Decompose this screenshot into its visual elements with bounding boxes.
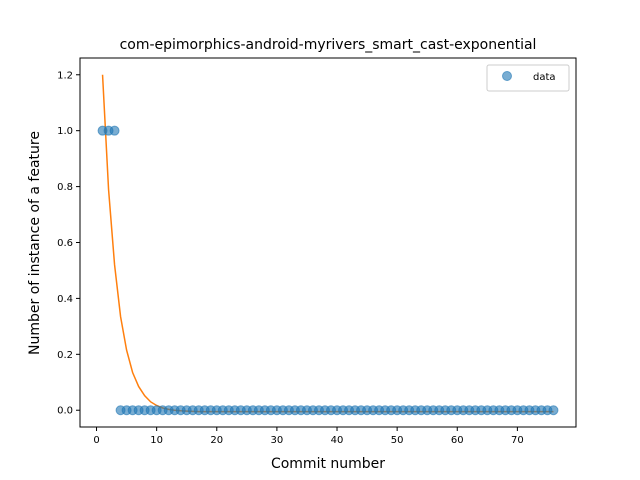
chart-title: com-epimorphics-android-myrivers_smart_c… — [120, 37, 537, 53]
legend-box — [486, 64, 570, 92]
y-tick-label: 0.6 — [57, 238, 73, 249]
y-tick-label: 1.2 — [57, 70, 73, 81]
legend-label-data: data — [533, 72, 556, 83]
x-tick-label: 20 — [210, 435, 223, 446]
x-axis-label: Commit number — [271, 456, 385, 472]
data-points — [97, 125, 559, 416]
y-axis-label: Number of instance of a feature — [27, 131, 43, 355]
y-tick-label: 0.4 — [57, 294, 73, 305]
axis-ticks: 0 10 20 30 40 50 60 70 0.0 0.2 0.4 0.6 0.8 1.0 1.2 — [57, 70, 524, 446]
y-tick-label: 0.0 — [57, 406, 73, 417]
y-tick-label: 1.0 — [57, 126, 73, 137]
plot-frame — [79, 57, 577, 428]
x-tick-label: 60 — [451, 435, 464, 446]
data-point — [548, 405, 559, 416]
y-tick-label: 0.2 — [57, 350, 73, 361]
y-tick-label: 0.8 — [57, 182, 73, 193]
x-tick-label: 10 — [150, 435, 163, 446]
legend: data — [486, 64, 570, 92]
data-point — [109, 125, 120, 136]
plot-area: 0 10 20 30 40 50 60 70 0.0 0.2 0.4 0.6 0.8 1.0 1.2 — [57, 57, 577, 446]
x-tick-label: 50 — [391, 435, 404, 446]
legend-marker-data — [502, 71, 512, 81]
x-tick-label: 30 — [271, 435, 284, 446]
x-tick-label: 40 — [331, 435, 344, 446]
x-tick-label: 0 — [93, 435, 99, 446]
x-tick-label: 70 — [511, 435, 524, 446]
